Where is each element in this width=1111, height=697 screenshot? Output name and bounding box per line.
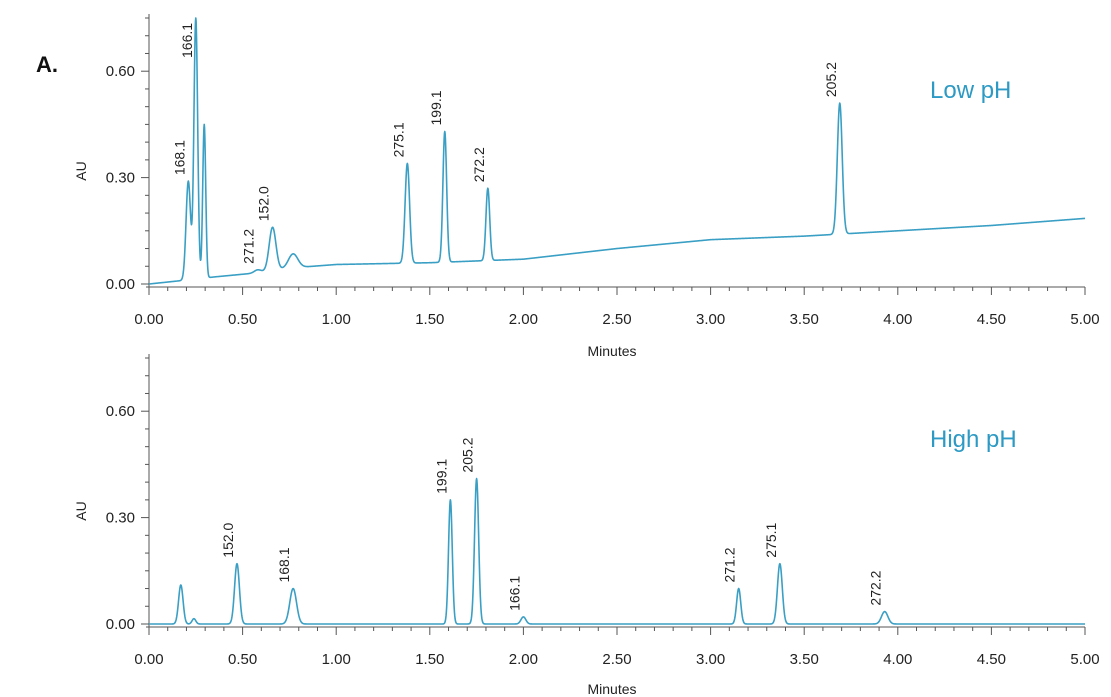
x-tick-label: 1.00 bbox=[322, 651, 351, 668]
chart-panel-1: 0.00 0.30 0.60 0.00 0.50 1.00 1.50 2.00 2.50 3.00… bbox=[73, 14, 1100, 359]
y-tick-label: 0.30 bbox=[106, 170, 135, 187]
panel-letter: A. bbox=[36, 52, 58, 77]
y-tick-label: 0.30 bbox=[106, 510, 135, 527]
peak-label: 152.0 bbox=[256, 186, 272, 221]
x-axis-title: Minutes bbox=[587, 681, 636, 697]
peak-label: 271.2 bbox=[241, 229, 257, 264]
peak-label: 271.2 bbox=[722, 547, 738, 582]
peak-label: 168.1 bbox=[171, 140, 187, 175]
peak-label: 199.1 bbox=[428, 90, 444, 125]
x-tick-label: 4.00 bbox=[883, 311, 912, 328]
x-tick-label: 5.00 bbox=[1070, 651, 1099, 668]
y-tick-label: 0.00 bbox=[106, 616, 135, 633]
condition-label: Low pH bbox=[930, 77, 1011, 104]
x-tick-label: 5.00 bbox=[1070, 311, 1099, 328]
chart-panel-2: 0.00 0.30 0.60 0.00 0.50 1.00 1.50 2.00 2.50 3.00… bbox=[73, 354, 1100, 697]
peak-label: 168.1 bbox=[276, 547, 292, 582]
y-axis-title: AU bbox=[73, 501, 89, 520]
y-tick-label: 0.60 bbox=[106, 403, 135, 420]
x-tick-label: 3.50 bbox=[790, 651, 819, 668]
x-tick-label: 2.50 bbox=[602, 651, 631, 668]
x-tick-label: 0.00 bbox=[134, 651, 163, 668]
chromatogram-trace bbox=[148, 17, 1086, 285]
peak-label: 199.1 bbox=[433, 459, 449, 494]
condition-label: High pH bbox=[930, 426, 1017, 453]
x-tick-label: 0.50 bbox=[228, 311, 257, 328]
peak-label: 166.1 bbox=[506, 576, 522, 611]
x-tick-label: 4.50 bbox=[977, 651, 1006, 668]
y-axis-title: AU bbox=[73, 161, 89, 180]
x-axis-title: Minutes bbox=[587, 343, 636, 359]
x-tick-label: 4.00 bbox=[883, 651, 912, 668]
x-tick-label: 2.50 bbox=[602, 311, 631, 328]
y-tick-label: 0.00 bbox=[106, 276, 135, 293]
x-tick-label: 3.00 bbox=[696, 651, 725, 668]
peak-label: 166.1 bbox=[179, 23, 195, 58]
x-tick-label: 0.50 bbox=[228, 651, 257, 668]
peak-label: 275.1 bbox=[390, 122, 406, 157]
peak-label: 272.2 bbox=[471, 147, 487, 182]
x-tick-label: 2.00 bbox=[509, 311, 538, 328]
peak-label: 205.2 bbox=[823, 62, 839, 97]
x-tick-label: 1.00 bbox=[322, 311, 351, 328]
peak-label: 272.2 bbox=[868, 570, 884, 605]
peak-label: 152.0 bbox=[220, 522, 236, 557]
peak-label: 275.1 bbox=[763, 522, 779, 557]
x-tick-label: 0.00 bbox=[134, 311, 163, 328]
y-tick-label: 0.60 bbox=[106, 63, 135, 80]
x-tick-label: 4.50 bbox=[977, 311, 1006, 328]
peak-label: 205.2 bbox=[460, 437, 476, 472]
chromatogram-trace bbox=[148, 477, 1086, 625]
x-tick-label: 1.50 bbox=[415, 311, 444, 328]
x-tick-label: 1.50 bbox=[415, 651, 444, 668]
x-tick-label: 3.00 bbox=[696, 311, 725, 328]
x-tick-label: 3.50 bbox=[790, 311, 819, 328]
x-tick-label: 2.00 bbox=[509, 651, 538, 668]
